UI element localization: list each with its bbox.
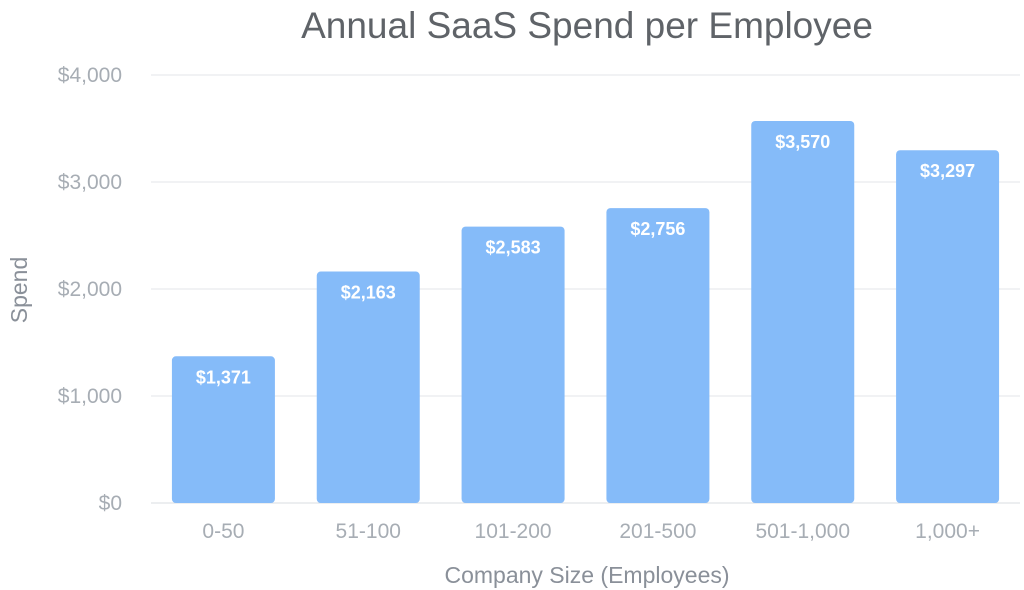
x-axis-ticks: 0-50 51-100 101-200 201-500 501-1,000 1,000+ <box>202 520 980 543</box>
bar <box>171 356 275 503</box>
data-label: $3,570 <box>775 132 830 152</box>
x-tick-label: 0-50 <box>202 520 244 543</box>
x-tick-label: 51-100 <box>336 520 401 543</box>
chart-title: Annual SaaS Spend per Employee <box>301 5 873 46</box>
y-tick-label: $2,000 <box>58 278 122 301</box>
y-tick-label: $0 <box>99 492 122 515</box>
x-tick-label: 201-500 <box>619 520 696 543</box>
y-tick-label: $1,000 <box>58 385 122 408</box>
data-label: $1,371 <box>196 367 251 387</box>
data-label: $2,163 <box>341 283 396 303</box>
data-label: $2,756 <box>630 219 685 239</box>
gridlines <box>151 74 1020 504</box>
x-tick-label: 1,000+ <box>915 520 980 543</box>
y-tick-label: $3,000 <box>58 171 122 194</box>
bar <box>316 271 420 503</box>
data-label: $2,583 <box>486 238 541 258</box>
data-labels: $1,371 $2,163 $2,583 $2,756 $3,570 $3,297 <box>196 132 975 387</box>
x-tick-label: 101-200 <box>475 520 552 543</box>
bar <box>461 226 565 503</box>
bar <box>896 150 1000 503</box>
bar <box>751 121 855 503</box>
y-axis-label: Spend <box>6 257 32 324</box>
y-axis-ticks: $0 $1,000 $2,000 $3,000 $4,000 <box>58 64 122 515</box>
y-tick-label: $4,000 <box>58 64 122 87</box>
bar <box>606 208 710 503</box>
x-axis-label: Company Size (Employees) <box>444 562 729 588</box>
x-tick-label: 501-1,000 <box>755 520 850 543</box>
bars <box>171 121 1000 503</box>
data-label: $3,297 <box>920 161 975 181</box>
